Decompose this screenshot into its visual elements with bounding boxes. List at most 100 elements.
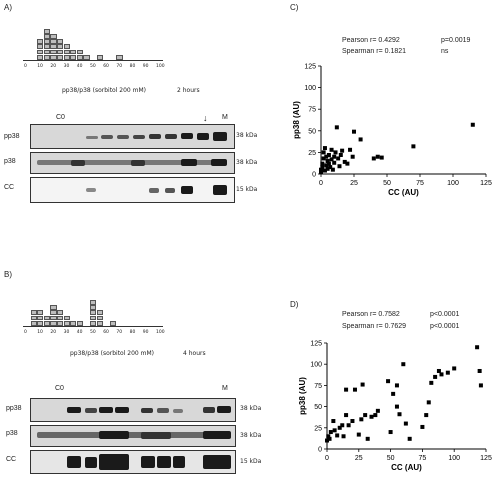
scatter-point [337, 164, 342, 169]
histogram-box [96, 320, 103, 326]
histogram-tick-label: 80 [129, 330, 136, 335]
panel-b-caption-right: 4 hours [183, 350, 206, 357]
scatter-point [379, 155, 384, 160]
panel-b-letter: B) [4, 270, 12, 279]
panel-a-blot-pp38 [30, 124, 235, 149]
x-tick-label: 25 [355, 455, 363, 462]
scatter-point [324, 154, 329, 159]
histogram-tick-label: 70 [116, 330, 123, 335]
scatter-point [373, 413, 378, 418]
panel-a-row-cc-kda: 15 kDa [236, 186, 258, 193]
histogram-box [57, 315, 64, 321]
histogram-box [83, 54, 90, 60]
panel-b-histogram: 0 10 20 30 40 50 60 70 80 90 100 [20, 284, 170, 346]
panel-b-row-p38-kda: 38 kDa [240, 432, 262, 439]
scatter-point [477, 368, 482, 373]
scatter-point [350, 154, 355, 159]
scatter-point [333, 150, 338, 155]
histogram-box [70, 54, 77, 60]
scatter-point [332, 160, 337, 165]
histogram-box [50, 310, 57, 316]
histogram-tick-label: 60 [103, 330, 109, 335]
y-axis-label: pp38 (AU) [292, 101, 301, 139]
scatter-point [330, 167, 335, 172]
histogram-box [43, 34, 50, 39]
histogram-box [109, 320, 116, 326]
scatter-point [326, 161, 331, 166]
scatter-point [320, 165, 325, 170]
histogram-tick-label: 0 [24, 330, 27, 335]
histogram-tick-label: 40 [76, 330, 83, 335]
x-tick-label: 50 [387, 455, 395, 462]
scatter-point [375, 408, 380, 413]
scatter-point [321, 156, 326, 161]
scatter-point [391, 391, 396, 396]
histogram-tick-label: 60 [103, 64, 109, 69]
scatter-point [341, 434, 346, 439]
histogram-tick-label: 80 [129, 64, 136, 69]
x-tick-label: 125 [480, 180, 492, 187]
panel-a-row-p38-label: p38 [4, 158, 16, 165]
scatter-point [388, 430, 393, 435]
histogram-box [76, 54, 83, 60]
histogram-tick-label: 10 [37, 330, 43, 335]
scatter-point [452, 366, 457, 371]
y-tick-label: 50 [308, 128, 316, 135]
scatter-point [375, 154, 380, 159]
panel-d-pearson: Pearson r= 0.7582 [342, 311, 400, 318]
scatter-point [445, 370, 450, 375]
y-tick-label: 0 [312, 172, 316, 179]
histogram-box [70, 320, 77, 326]
x-tick-label: 25 [350, 180, 358, 187]
x-tick-label: 0 [319, 180, 323, 187]
histogram-box [50, 305, 57, 310]
histogram-box [76, 49, 83, 55]
y-tick-label: 25 [314, 425, 322, 432]
histogram-box [57, 54, 64, 60]
panel-b-blot-pp38 [30, 398, 236, 422]
histogram-box [63, 54, 70, 60]
panel-c-scatter-chart: 0 25 50 75 100 125 0 25 50 75 100 125 CC (AU) pp38 (A… [292, 64, 492, 198]
scatter-point [325, 159, 330, 164]
scatter-point [346, 423, 351, 428]
scatter-point [327, 436, 332, 441]
scatter-point [325, 438, 329, 443]
scatter-point [352, 129, 356, 134]
panel-a-row-pp38-kda: 38 kDa [236, 132, 258, 139]
panel-a-caption-left: pp38/p38 (sorbitol 200 mM) [62, 87, 147, 94]
panel-b-row-pp38-label: pp38 [6, 405, 22, 412]
y-tick-label: 0 [318, 447, 322, 454]
histogram-box [50, 34, 57, 39]
panel-d-spearman-p: p<0.0001 [430, 323, 460, 330]
panel-b-row-cc-label: CC [6, 456, 17, 463]
scatter-point [329, 147, 334, 152]
panel-a-row-p38-kda: 38 kDa [236, 159, 258, 166]
scatter-point [342, 159, 347, 164]
histogram-box [50, 315, 57, 321]
scatter-point [344, 413, 349, 418]
panel-d-letter: D) [290, 300, 299, 309]
scatter-point [386, 379, 391, 384]
panel-c-spearman: Spearman r= 0.1821 [342, 48, 407, 55]
scatter-point [324, 163, 329, 168]
histogram-box [43, 315, 50, 321]
panel-b-caption-left: pp38/p38 (sorbitol 200 mM) [70, 350, 155, 357]
scatter-point [338, 152, 343, 157]
histogram-tick-label: 0 [24, 64, 27, 69]
histogram-box [63, 44, 70, 50]
histogram-box [57, 44, 64, 50]
histogram-box [57, 310, 64, 316]
histogram-box [50, 49, 57, 55]
scatter-point [335, 433, 340, 438]
scatter-point [319, 167, 323, 172]
histogram-box [96, 310, 103, 316]
scatter-point [356, 432, 361, 437]
scatter-point [426, 400, 431, 405]
scatter-point [439, 372, 444, 377]
scatter-point [394, 383, 399, 388]
histogram-tick-label: 50 [90, 64, 96, 69]
histogram-box [43, 44, 50, 50]
histogram-tick-label: 50 [90, 330, 96, 335]
y-tick-label: 25 [308, 150, 316, 157]
histogram-tick-label: 10 [37, 64, 43, 69]
